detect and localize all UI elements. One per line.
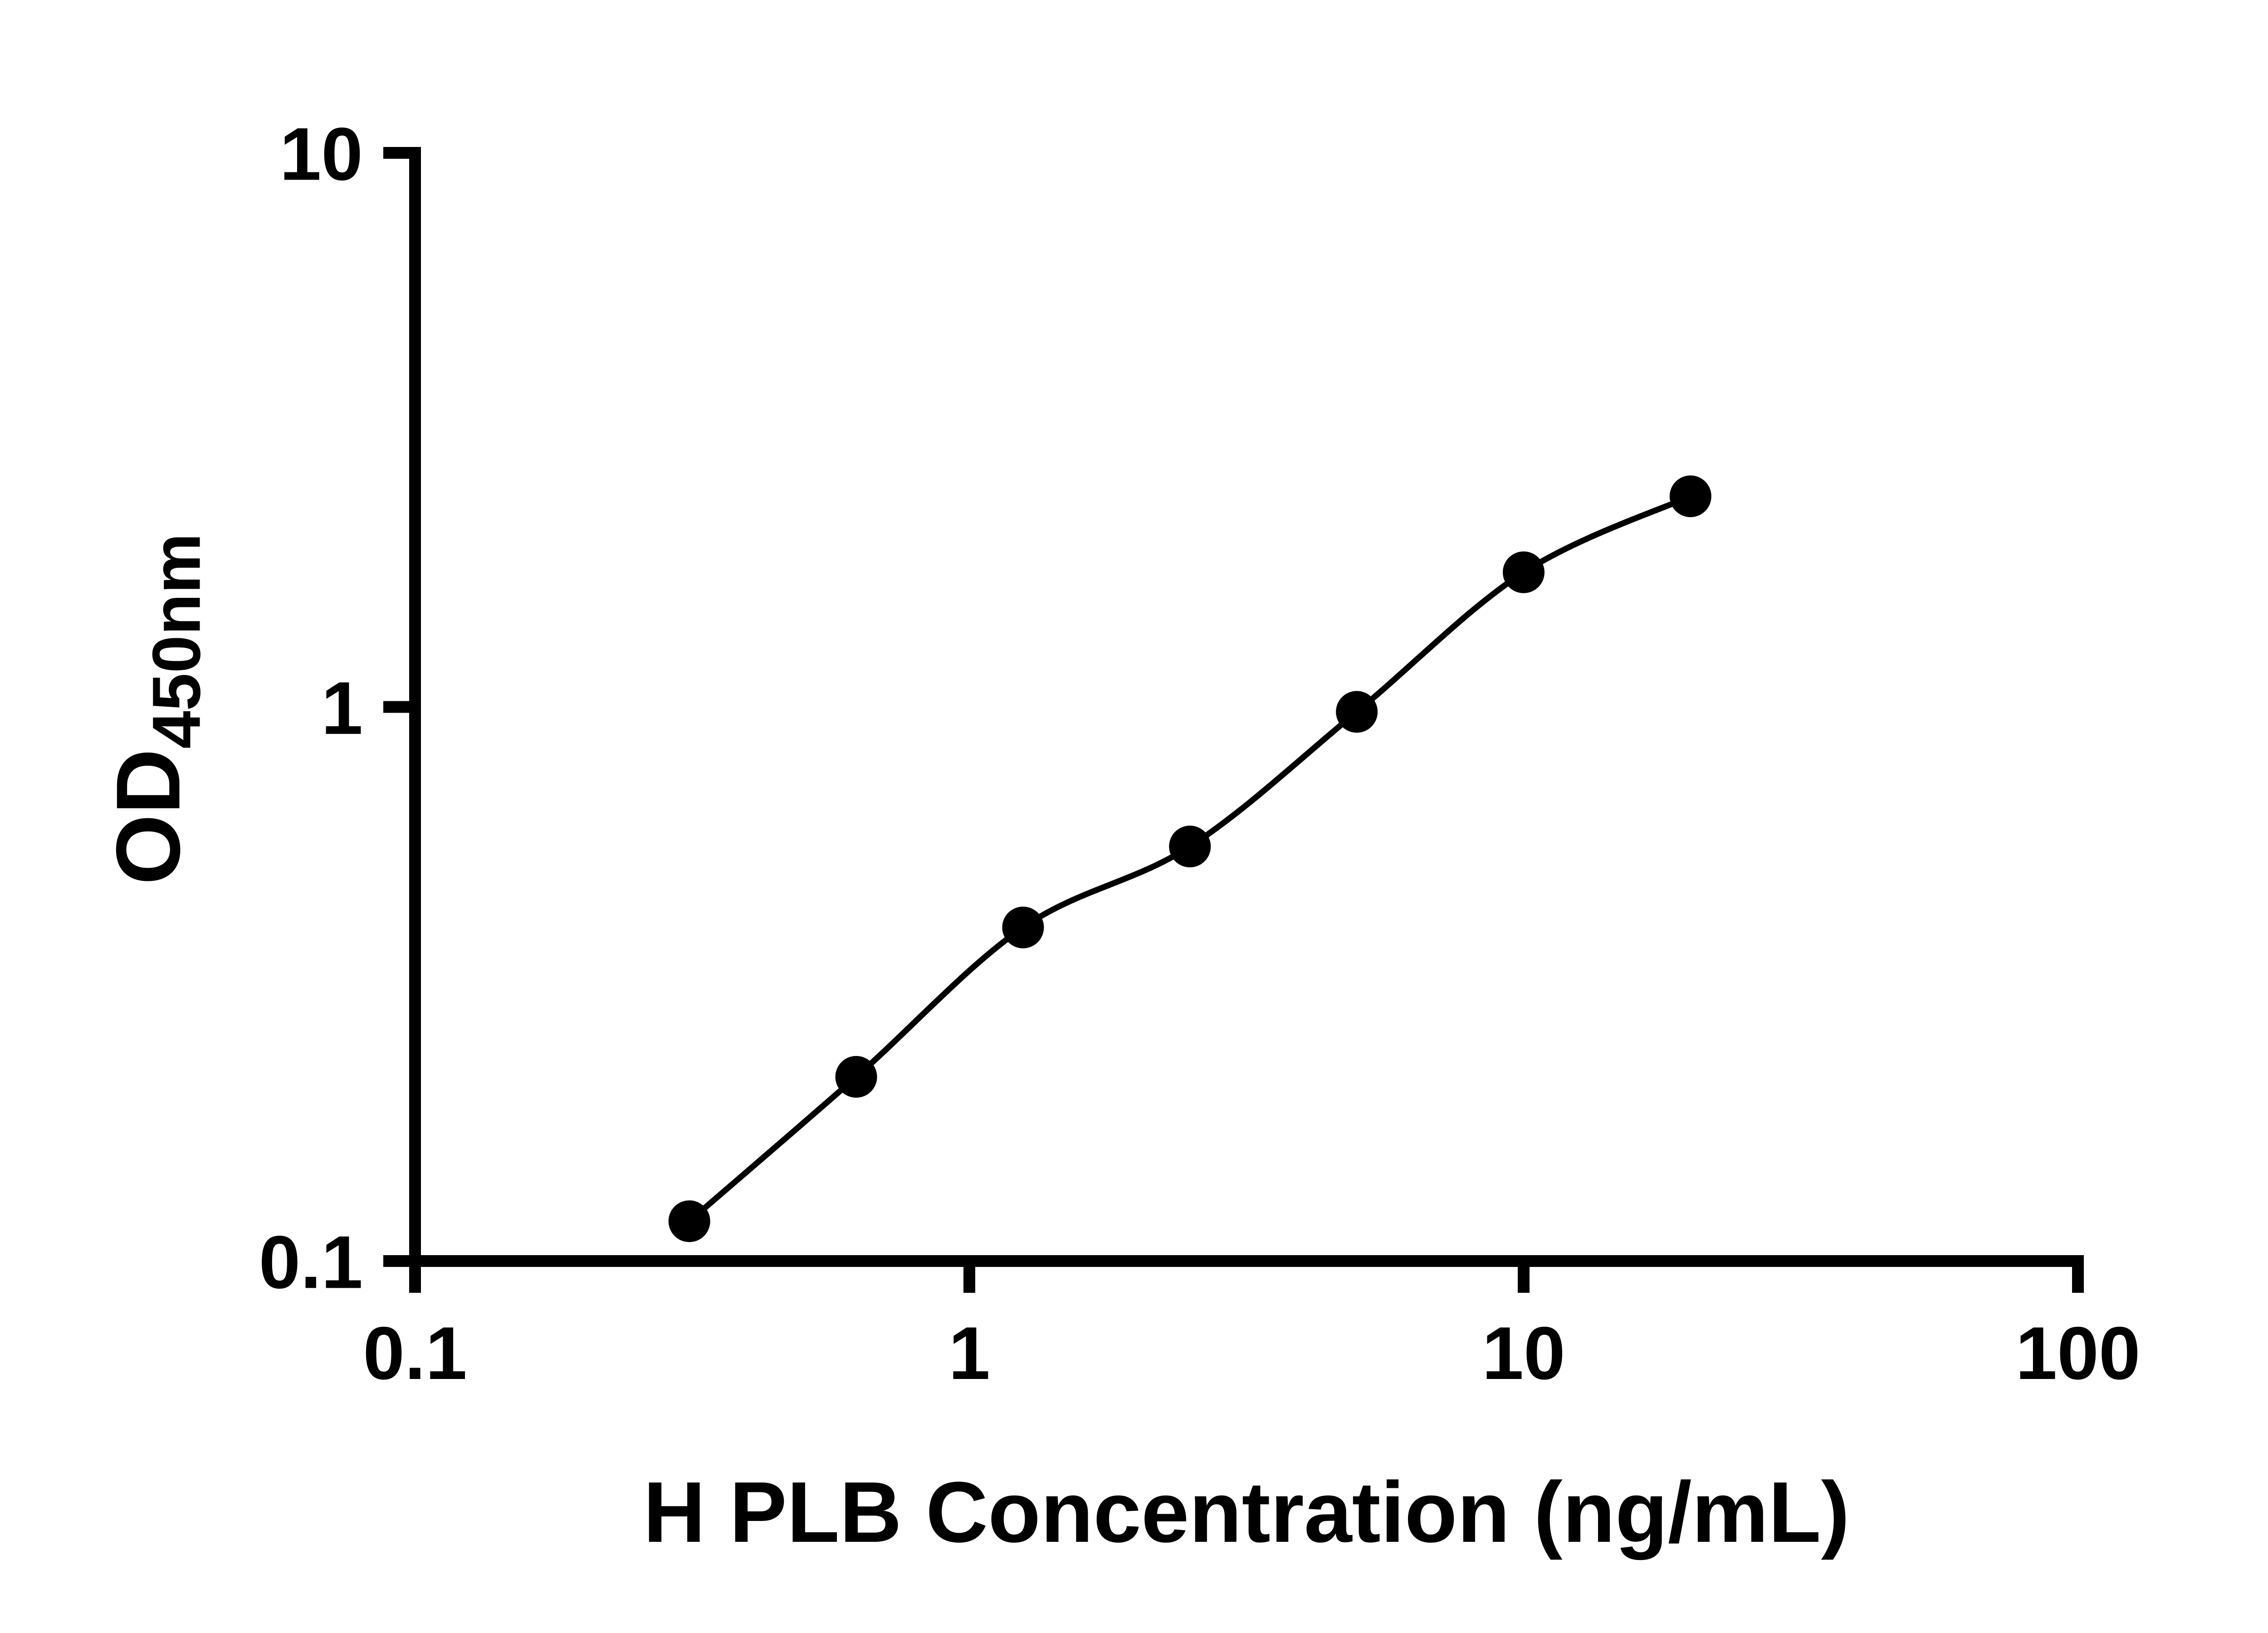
axis-lines bbox=[409, 147, 2084, 1267]
y-axis: 0.1 1 10 bbox=[259, 112, 415, 1304]
data-point bbox=[668, 1200, 710, 1242]
x-axis-tick-label: 100 bbox=[2015, 1311, 2140, 1395]
data-points bbox=[668, 475, 1711, 1242]
data-point bbox=[1669, 475, 1711, 518]
x-axis: 0.1 1 10 100 bbox=[363, 1261, 2141, 1395]
y-axis-title-subscript: 450nm bbox=[138, 533, 215, 749]
data-point bbox=[1169, 826, 1211, 868]
x-axis-title: H PLB Concentration (ng/mL) bbox=[643, 1464, 1850, 1560]
y-axis-title: OD450nm bbox=[97, 155, 215, 1263]
y-axis-title-main: OD bbox=[98, 748, 199, 885]
x-axis-tick-label: 0.1 bbox=[363, 1311, 467, 1395]
data-point bbox=[1503, 551, 1545, 593]
data-point bbox=[1336, 691, 1378, 733]
y-axis-tick-label: 0.1 bbox=[259, 1220, 363, 1304]
axes bbox=[409, 147, 2084, 1267]
x-axis-tick-label: 10 bbox=[1482, 1311, 1565, 1395]
x-axis-tick-label: 1 bbox=[948, 1311, 990, 1395]
data-point bbox=[835, 1056, 877, 1098]
y-axis-tick-label: 10 bbox=[279, 112, 363, 196]
data-point bbox=[1002, 906, 1044, 949]
y-axis-tick-label: 1 bbox=[321, 666, 363, 750]
